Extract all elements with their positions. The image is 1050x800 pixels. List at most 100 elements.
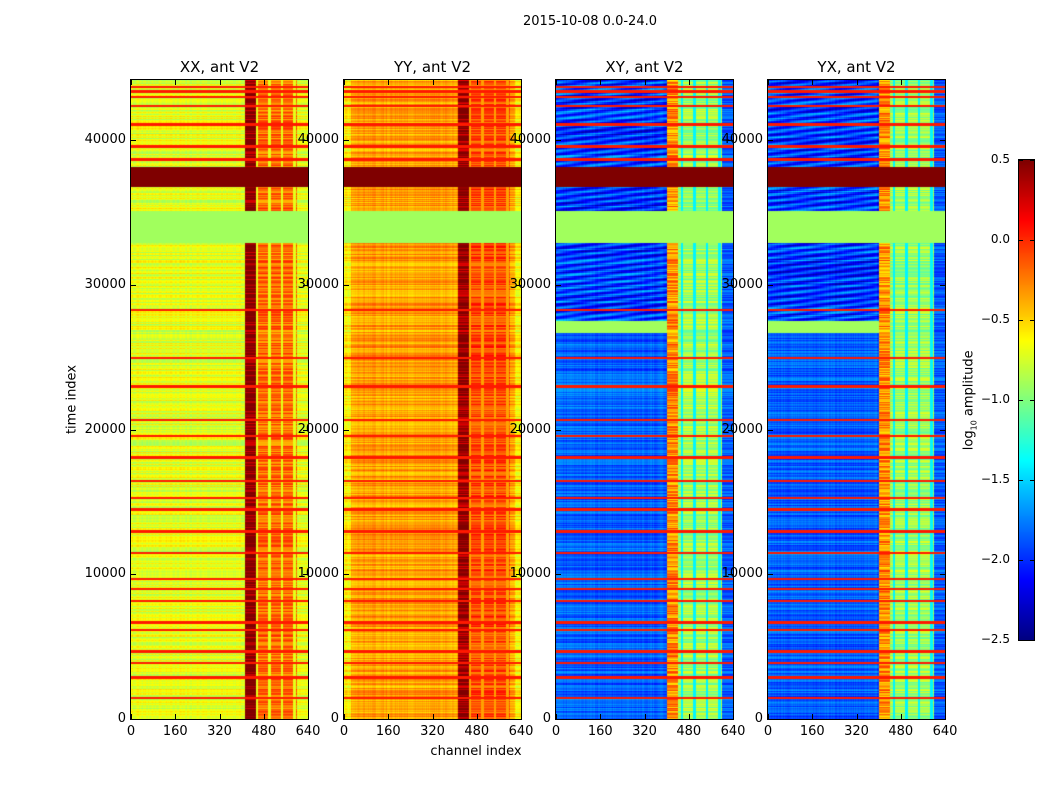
y-tick-label: 0	[117, 711, 126, 726]
y-tick-label: 0	[754, 711, 763, 726]
x-tick-mark	[733, 80, 734, 85]
x-tick-mark	[688, 80, 690, 85]
colorbar-tick-mark	[1030, 320, 1034, 321]
x-tick-mark	[900, 80, 902, 85]
y-tick-mark	[344, 429, 349, 431]
x-tick-label: 320	[420, 724, 445, 739]
x-tick-label: 640	[720, 724, 746, 739]
x-tick-mark	[812, 714, 814, 719]
y-axis-label: time index	[64, 364, 80, 435]
x-tick-mark	[945, 714, 946, 719]
heatmap-image	[556, 80, 733, 719]
y-tick-mark	[303, 574, 308, 576]
x-tick-mark	[476, 80, 478, 85]
colorbar-tick-label: −2.0	[980, 552, 1010, 566]
y-tick-mark	[728, 574, 733, 576]
colorbar-tick-mark	[1030, 640, 1034, 641]
colorbar	[1018, 159, 1035, 641]
x-tick-mark	[131, 714, 132, 719]
y-tick-mark	[728, 719, 733, 720]
y-tick-label: 40000	[297, 132, 339, 148]
x-tick-mark	[521, 714, 522, 719]
x-tick-mark	[945, 80, 946, 85]
panel-title: YX, ant V2	[817, 58, 896, 76]
x-tick-mark	[644, 80, 646, 85]
x-tick-label: 480	[464, 724, 490, 739]
colorbar-tick-mark	[1030, 560, 1034, 561]
y-tick-label: 30000	[509, 276, 551, 292]
x-tick-mark	[308, 714, 309, 719]
x-tick-mark	[644, 714, 646, 719]
heatmap-panel	[767, 79, 946, 720]
y-tick-label: 10000	[509, 566, 551, 582]
y-tick-mark	[556, 140, 561, 142]
y-tick-mark	[940, 284, 945, 286]
x-tick-mark	[432, 714, 434, 719]
y-tick-mark	[131, 574, 136, 576]
x-tick-label: 320	[207, 724, 232, 739]
x-tick-mark	[263, 80, 265, 85]
heatmap-panel	[343, 79, 522, 720]
y-tick-label: 10000	[297, 566, 339, 582]
x-tick-mark	[175, 80, 177, 85]
y-tick-mark	[516, 574, 521, 576]
heatmap-image	[768, 80, 945, 719]
y-tick-mark	[940, 429, 945, 431]
x-tick-mark	[856, 80, 858, 85]
y-tick-mark	[768, 719, 773, 720]
y-tick-mark	[768, 140, 773, 142]
y-tick-mark	[768, 574, 773, 576]
y-tick-label: 40000	[509, 132, 551, 148]
x-tick-mark	[175, 714, 177, 719]
y-tick-mark	[131, 284, 136, 286]
x-tick-mark	[556, 714, 557, 719]
y-tick-mark	[516, 429, 521, 431]
y-tick-mark	[940, 574, 945, 576]
colorbar-gradient	[1019, 160, 1034, 640]
colorbar-tick-label: −1.0	[980, 392, 1010, 406]
y-tick-label: 10000	[84, 566, 126, 582]
y-tick-mark	[303, 140, 308, 142]
colorbar-label-prefix: log	[961, 430, 977, 451]
x-tick-mark	[600, 714, 602, 719]
colorbar-tick-label: 0.0	[990, 232, 1010, 246]
y-tick-label: 10000	[721, 566, 763, 582]
x-tick-label: 640	[295, 724, 321, 739]
y-tick-label: 0	[542, 711, 551, 726]
colorbar-label-suffix: amplitude	[961, 350, 977, 421]
y-tick-label: 20000	[721, 421, 763, 437]
y-tick-mark	[131, 719, 136, 720]
x-tick-label: 320	[844, 724, 869, 739]
y-tick-mark	[728, 284, 733, 286]
x-axis-label: channel index	[430, 744, 522, 759]
panel-title: YY, ant V2	[393, 58, 471, 76]
x-tick-label: 0	[551, 724, 561, 739]
x-tick-mark	[733, 714, 734, 719]
y-tick-mark	[556, 284, 561, 286]
x-tick-mark	[521, 80, 522, 85]
x-tick-mark	[388, 714, 390, 719]
x-tick-label: 160	[162, 724, 188, 739]
x-tick-mark	[556, 80, 557, 85]
x-tick-mark	[812, 80, 814, 85]
heatmap-panel	[130, 79, 309, 720]
x-tick-mark	[344, 714, 345, 719]
y-tick-mark	[556, 429, 561, 431]
x-tick-label: 480	[888, 724, 914, 739]
colorbar-tick-mark	[1019, 560, 1023, 561]
y-tick-mark	[940, 719, 945, 720]
x-tick-label: 0	[126, 724, 136, 739]
colorbar-tick-label: −1.5	[980, 472, 1010, 486]
y-tick-mark	[516, 719, 521, 720]
x-tick-mark	[856, 714, 858, 719]
x-tick-mark	[219, 714, 221, 719]
y-tick-mark	[728, 140, 733, 142]
y-tick-label: 0	[330, 711, 339, 726]
colorbar-tick-mark	[1019, 400, 1023, 401]
x-tick-mark	[688, 714, 690, 719]
x-tick-mark	[768, 714, 769, 719]
x-tick-label: 160	[587, 724, 613, 739]
y-tick-mark	[344, 719, 349, 720]
heatmap-panel	[555, 79, 734, 720]
colorbar-tick-mark	[1019, 320, 1023, 321]
